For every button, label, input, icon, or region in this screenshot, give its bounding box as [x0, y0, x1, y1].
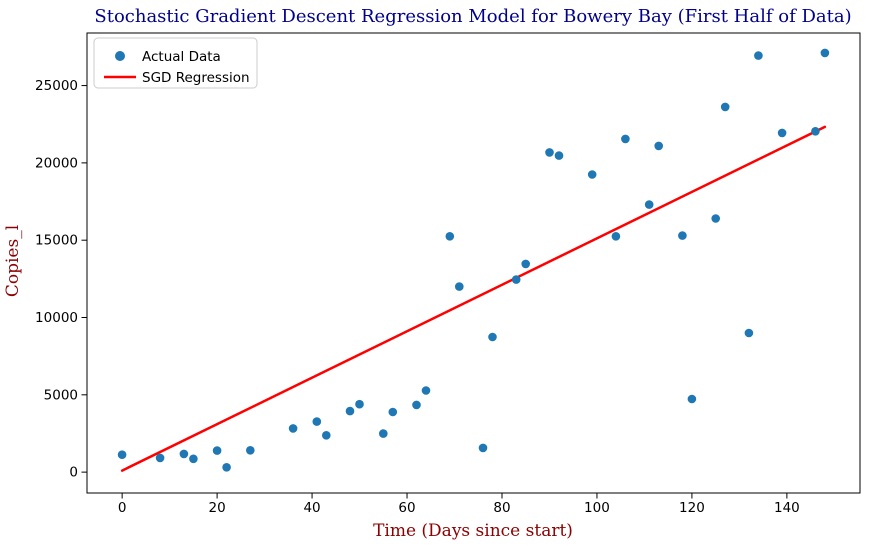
regression-line: [120, 125, 827, 472]
y-axis-label: Copies_l: [3, 225, 23, 297]
legend-box: [93, 37, 258, 89]
x-tick-label: 100: [584, 500, 610, 516]
data-point: [554, 151, 564, 160]
data-point: [720, 102, 730, 112]
legend-item-actual-data: Actual Data: [115, 49, 221, 65]
data-point: [288, 424, 298, 433]
data-point: [744, 328, 754, 338]
data-point: [412, 400, 421, 410]
data-point: [355, 399, 364, 409]
data-point: [179, 449, 189, 459]
data-point: [117, 450, 127, 460]
data-point: [678, 231, 687, 240]
data-point: [455, 282, 464, 291]
data-point: [445, 232, 455, 241]
sgd-regression-line-layer: [120, 125, 827, 472]
x-tick-label: 60: [398, 500, 415, 516]
y-tick-label: 15000: [35, 233, 78, 249]
data-point: [345, 406, 355, 416]
actual-data-scatter-layer: [117, 48, 830, 472]
legend-item-sgd-regression: SGD Regression: [104, 70, 250, 86]
data-point: [212, 446, 222, 455]
y-tick-label: 20000: [35, 155, 78, 171]
data-point: [189, 454, 198, 464]
data-point: [545, 148, 554, 157]
data-point: [388, 407, 398, 417]
data-point: [379, 429, 388, 438]
data-point: [611, 232, 621, 241]
plot-area: [86, 32, 861, 494]
legend-label-actual-data: Actual Data: [142, 49, 221, 65]
data-point: [222, 463, 231, 472]
x-tick-label: 20: [209, 500, 226, 516]
data-point: [478, 443, 488, 453]
x-tick-label: 140: [774, 500, 800, 516]
data-point: [754, 51, 763, 60]
data-point: [777, 128, 787, 138]
legend: Actual Data SGD Regression: [93, 37, 258, 89]
x-tick-label: 120: [679, 500, 705, 516]
y-tick-label: 0: [69, 465, 78, 481]
x-axis-label: Time (Days since start): [373, 521, 573, 541]
data-point: [654, 141, 663, 151]
data-point: [322, 431, 331, 440]
data-point: [521, 259, 530, 269]
x-tick-label: 0: [118, 500, 127, 516]
data-point: [155, 453, 165, 463]
data-point: [312, 417, 322, 426]
y-tick-label: 5000: [44, 387, 78, 403]
data-point: [421, 386, 431, 395]
data-point: [246, 446, 255, 455]
y-axis-ticks: 0 5000 10000 15000 20000 25000: [35, 78, 87, 481]
data-point: [587, 170, 597, 179]
data-point: [488, 332, 497, 342]
data-point: [820, 48, 830, 58]
x-axis-ticks: 0 20 40 60 80 100 120 140: [118, 493, 800, 516]
scatter-marker-icon: [115, 51, 125, 61]
data-point: [644, 200, 654, 209]
data-point: [621, 134, 630, 144]
x-tick-label: 40: [303, 500, 320, 516]
data-point: [687, 394, 697, 404]
data-point: [711, 214, 720, 223]
legend-label-sgd-regression: SGD Regression: [142, 70, 250, 86]
data-point: [511, 275, 521, 284]
data-point: [811, 127, 820, 136]
y-tick-label: 10000: [35, 310, 78, 326]
chart-title: Stochastic Gradient Descent Regression M…: [94, 6, 851, 27]
x-tick-label: 80: [493, 500, 510, 516]
y-tick-label: 25000: [35, 78, 78, 94]
